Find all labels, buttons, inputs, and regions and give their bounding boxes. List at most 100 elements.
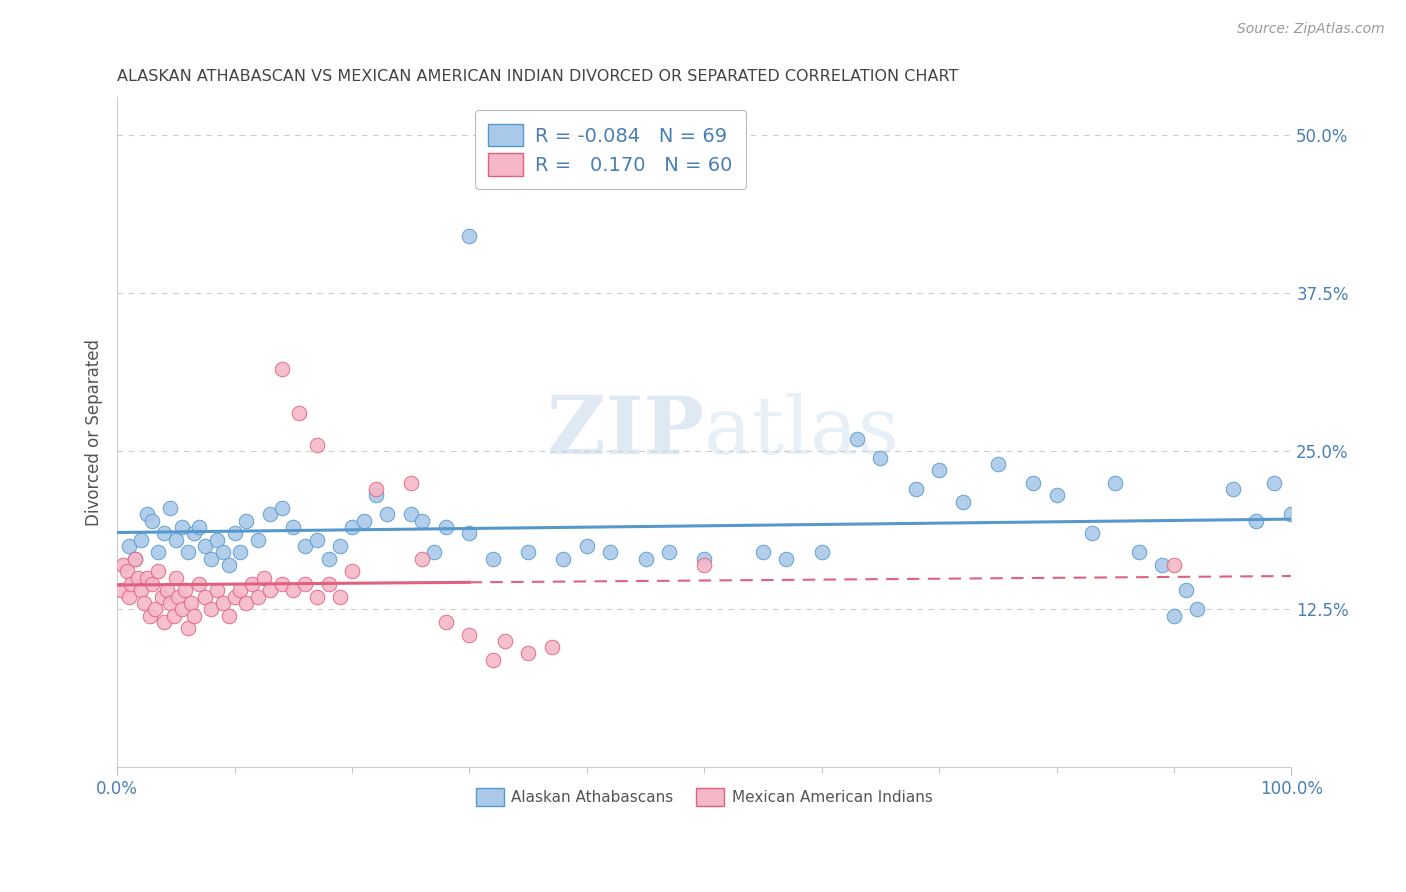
Text: ZIP: ZIP xyxy=(547,393,704,471)
Point xyxy=(318,551,340,566)
Point xyxy=(411,514,433,528)
Point xyxy=(162,608,184,623)
Point xyxy=(775,551,797,566)
Point xyxy=(1163,608,1185,623)
Point xyxy=(540,640,562,654)
Point xyxy=(458,526,481,541)
Point xyxy=(1104,475,1126,490)
Point xyxy=(155,583,177,598)
Point xyxy=(482,653,505,667)
Point xyxy=(575,539,598,553)
Point xyxy=(494,633,516,648)
Point xyxy=(283,583,305,598)
Point xyxy=(1045,488,1067,502)
Point xyxy=(224,590,246,604)
Point xyxy=(1022,475,1045,490)
Point xyxy=(112,558,135,572)
Point xyxy=(1080,526,1102,541)
Point xyxy=(153,615,176,629)
Point xyxy=(353,514,375,528)
Point xyxy=(658,545,681,559)
Point xyxy=(247,590,270,604)
Point xyxy=(200,602,222,616)
Point xyxy=(229,545,252,559)
Point xyxy=(129,533,152,547)
Point xyxy=(1244,514,1267,528)
Point xyxy=(693,551,716,566)
Point xyxy=(135,571,157,585)
Point xyxy=(253,571,276,585)
Point xyxy=(1163,558,1185,572)
Point xyxy=(159,596,181,610)
Point xyxy=(517,545,540,559)
Point xyxy=(212,596,235,610)
Point xyxy=(411,551,433,566)
Point xyxy=(176,545,198,559)
Point xyxy=(180,596,202,610)
Point xyxy=(183,608,205,623)
Point xyxy=(1187,602,1209,616)
Point xyxy=(599,545,621,559)
Point xyxy=(127,571,149,585)
Point xyxy=(270,501,292,516)
Point xyxy=(259,583,281,598)
Point xyxy=(845,432,868,446)
Point xyxy=(288,406,311,420)
Point xyxy=(218,558,240,572)
Point xyxy=(458,627,481,641)
Point xyxy=(200,551,222,566)
Point xyxy=(904,482,927,496)
Point xyxy=(170,520,193,534)
Point xyxy=(188,577,211,591)
Point xyxy=(305,533,328,547)
Point xyxy=(235,596,257,610)
Point xyxy=(148,545,170,559)
Point xyxy=(810,545,832,559)
Point xyxy=(153,526,176,541)
Point xyxy=(1174,583,1197,598)
Text: atlas: atlas xyxy=(704,393,900,471)
Point xyxy=(183,526,205,541)
Point xyxy=(170,602,193,616)
Point xyxy=(1152,558,1174,572)
Point xyxy=(329,590,352,604)
Point xyxy=(458,229,481,244)
Point xyxy=(235,514,257,528)
Point xyxy=(294,577,316,591)
Point xyxy=(952,495,974,509)
Point xyxy=(693,558,716,572)
Point xyxy=(423,545,446,559)
Point xyxy=(150,590,173,604)
Point xyxy=(174,583,197,598)
Point xyxy=(294,539,316,553)
Point xyxy=(141,577,163,591)
Point xyxy=(240,577,263,591)
Point xyxy=(205,583,228,598)
Point xyxy=(139,608,162,623)
Point xyxy=(148,564,170,578)
Point xyxy=(212,545,235,559)
Point xyxy=(1222,482,1244,496)
Point xyxy=(399,475,422,490)
Point xyxy=(129,583,152,598)
Text: Source: ZipAtlas.com: Source: ZipAtlas.com xyxy=(1237,22,1385,37)
Point xyxy=(869,450,891,465)
Point xyxy=(194,539,217,553)
Point xyxy=(1128,545,1150,559)
Point xyxy=(270,577,292,591)
Point xyxy=(124,551,146,566)
Point xyxy=(224,526,246,541)
Point xyxy=(165,571,187,585)
Point xyxy=(118,590,141,604)
Point xyxy=(517,647,540,661)
Point xyxy=(167,590,190,604)
Point xyxy=(305,438,328,452)
Point xyxy=(340,564,363,578)
Point xyxy=(399,508,422,522)
Point xyxy=(141,514,163,528)
Point xyxy=(143,602,166,616)
Point xyxy=(340,520,363,534)
Point xyxy=(375,508,398,522)
Point xyxy=(218,608,240,623)
Point xyxy=(987,457,1010,471)
